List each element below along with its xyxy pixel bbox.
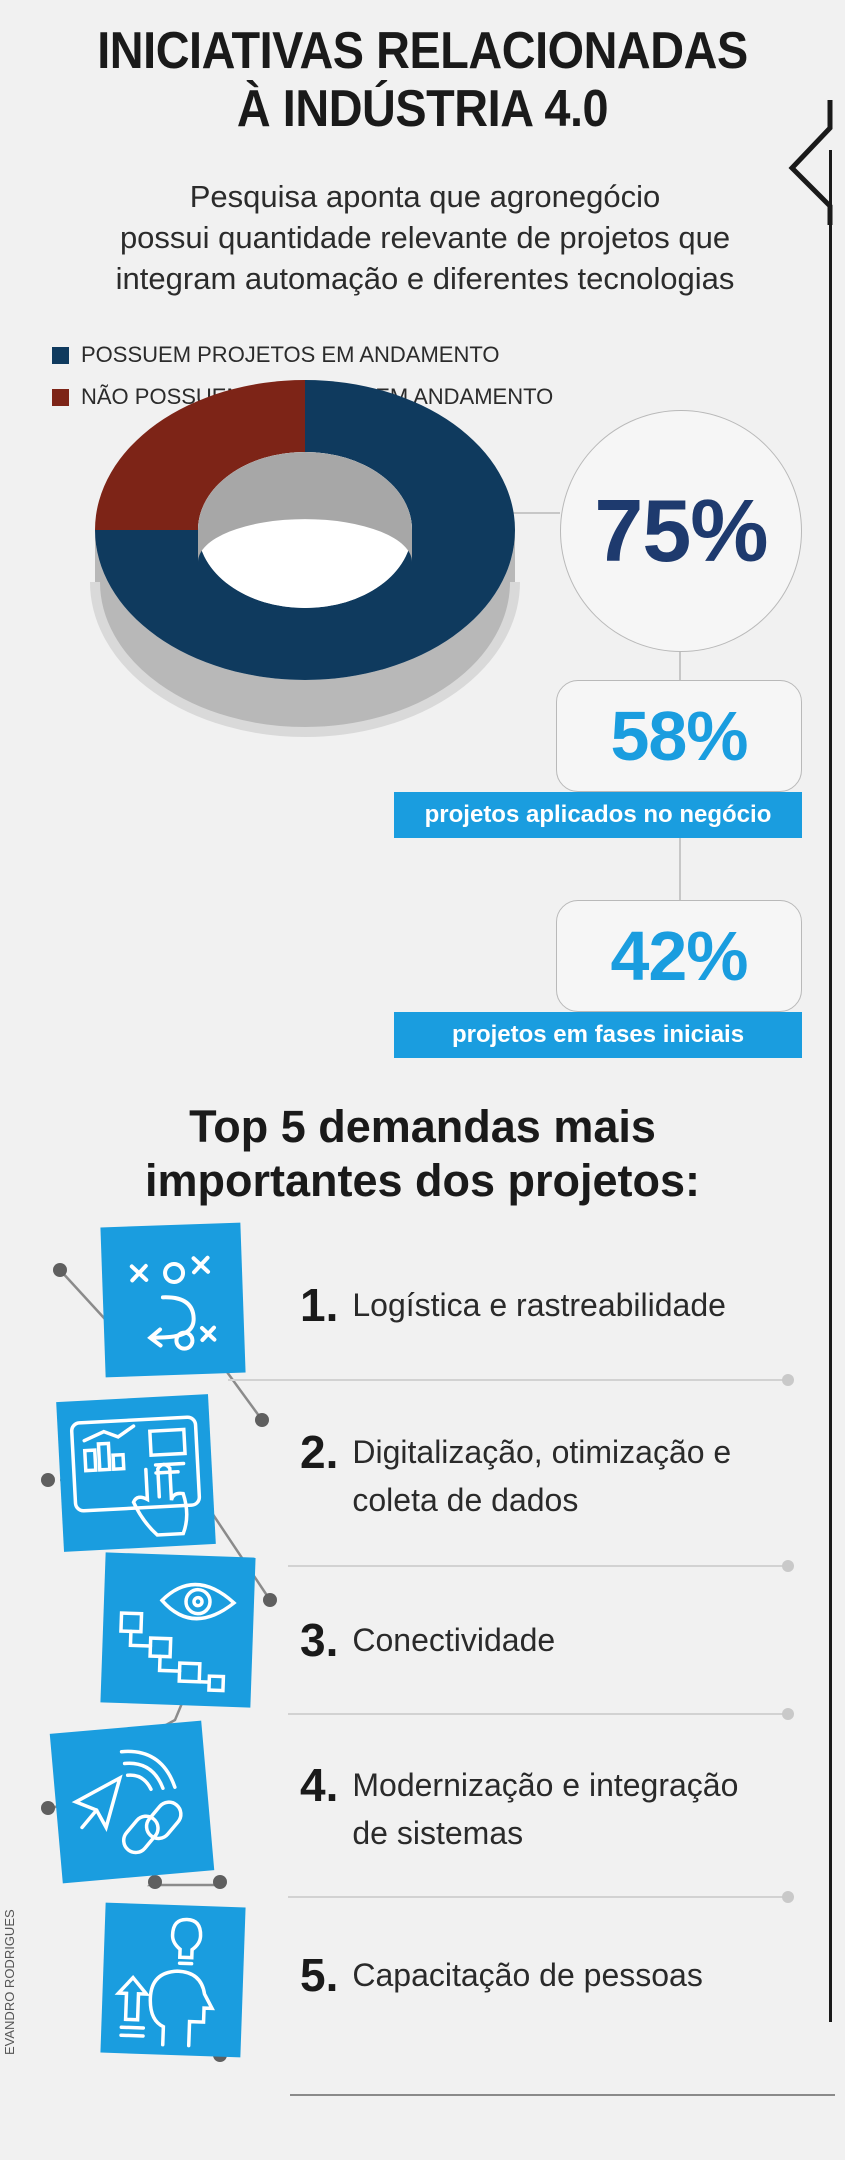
item-text: Modernização e integração de sistemas: [352, 1767, 739, 1851]
item-number: 2.: [300, 1426, 339, 1478]
logistics-strategy-icon: [100, 1222, 246, 1378]
legend-swatch-blue: [52, 346, 69, 364]
label-bar-applied: projetos aplicados no negócio: [394, 792, 802, 838]
value-label-42: 42%: [610, 917, 748, 995]
donut-chart: [90, 380, 520, 737]
legend-label: POSSUEM PROJETOS EM ANDAMENTO: [81, 342, 500, 367]
item-number: 3.: [300, 1614, 339, 1666]
item-text: Conectividade: [352, 1622, 556, 1658]
item-text: Digitalização, otimização e coleta de dad…: [352, 1434, 732, 1518]
signal-link-icon: [49, 1720, 215, 1884]
value-label-58: 58%: [610, 697, 748, 775]
page-title: INICIATIVAS RELACIONADAS À INDÚSTRIA 4.0: [42, 22, 803, 138]
separator-line: [288, 1565, 788, 1567]
separator-dot: [782, 1374, 794, 1386]
legend-item-with-projects: POSSUEM PROJETOS EM ANDAMENTO: [52, 334, 553, 376]
subtitle-line-3: integram automação e diferentes tecnolog…: [115, 261, 735, 296]
top5-title: Top 5 demandas mais importantes dos proj…: [0, 1100, 845, 1208]
list-item-4: 4. Modernização e integração de sistemas: [300, 1759, 800, 1857]
top5-title-line-2: importantes dos projetos:: [144, 1155, 701, 1206]
list-item-2: 2. Digitalização, otimização e coleta de …: [300, 1426, 800, 1524]
title-line-2: À INDÚSTRIA 4.0: [236, 80, 609, 138]
item-number: 4.: [300, 1759, 339, 1811]
digital-dashboard-touch-icon: [56, 1394, 216, 1552]
percentage-pill-58: 58%: [556, 680, 802, 792]
top5-title-line-1: Top 5 demandas mais: [189, 1101, 656, 1152]
separator-line: [228, 1379, 788, 1381]
separator-dot: [782, 1708, 794, 1720]
label-initial-projects: projetos em fases iniciais: [451, 1021, 745, 1048]
value-label-75: 75%: [594, 481, 768, 580]
legend-swatch-red: [52, 388, 69, 406]
subtitle-line-2: possui quantidade relevante de projetos …: [119, 220, 731, 255]
list-item-1: 1. Logística e rastreabilidade: [300, 1279, 800, 1331]
label-applied-projects: projetos aplicados no negócio: [424, 801, 772, 828]
list-item-5: 5. Capacitação de pessoas: [300, 1949, 800, 2001]
percentage-pill-42: 42%: [556, 900, 802, 1012]
bottom-rule: [290, 2094, 835, 2096]
title-line-1: INICIATIVAS RELACIONADAS: [97, 22, 748, 80]
author-credit: EVANDRO RODRIGUES: [2, 1909, 17, 2055]
label-bar-initial: projetos em fases iniciais: [394, 1012, 802, 1058]
person-idea-icon: [100, 1902, 246, 2058]
donut-side-highlight: [90, 581, 520, 737]
eye-network-icon: [100, 1552, 256, 1708]
list-item-3: 3. Conectividade: [300, 1614, 800, 1666]
separator-line: [288, 1896, 788, 1898]
separator-dot: [782, 1560, 794, 1572]
right-border-line: [829, 150, 832, 2022]
item-text: Capacitação de pessoas: [352, 1957, 703, 1993]
donut-slice-0: [95, 380, 515, 680]
item-number: 1.: [300, 1279, 339, 1331]
subtitle: Pesquisa aponta que agronegócio possui q…: [60, 176, 790, 299]
donut-slice-1: [95, 380, 305, 530]
donut-side: [95, 530, 515, 732]
separator-line: [288, 1713, 788, 1715]
separator-dot: [782, 1891, 794, 1903]
subtitle-line-1: Pesquisa aponta que agronegócio: [189, 179, 661, 214]
item-number: 5.: [300, 1949, 339, 2001]
percentage-circle-75: 75%: [560, 410, 802, 652]
item-text: Logística e rastreabilidade: [352, 1287, 726, 1323]
donut-inner-wall: [198, 452, 412, 562]
